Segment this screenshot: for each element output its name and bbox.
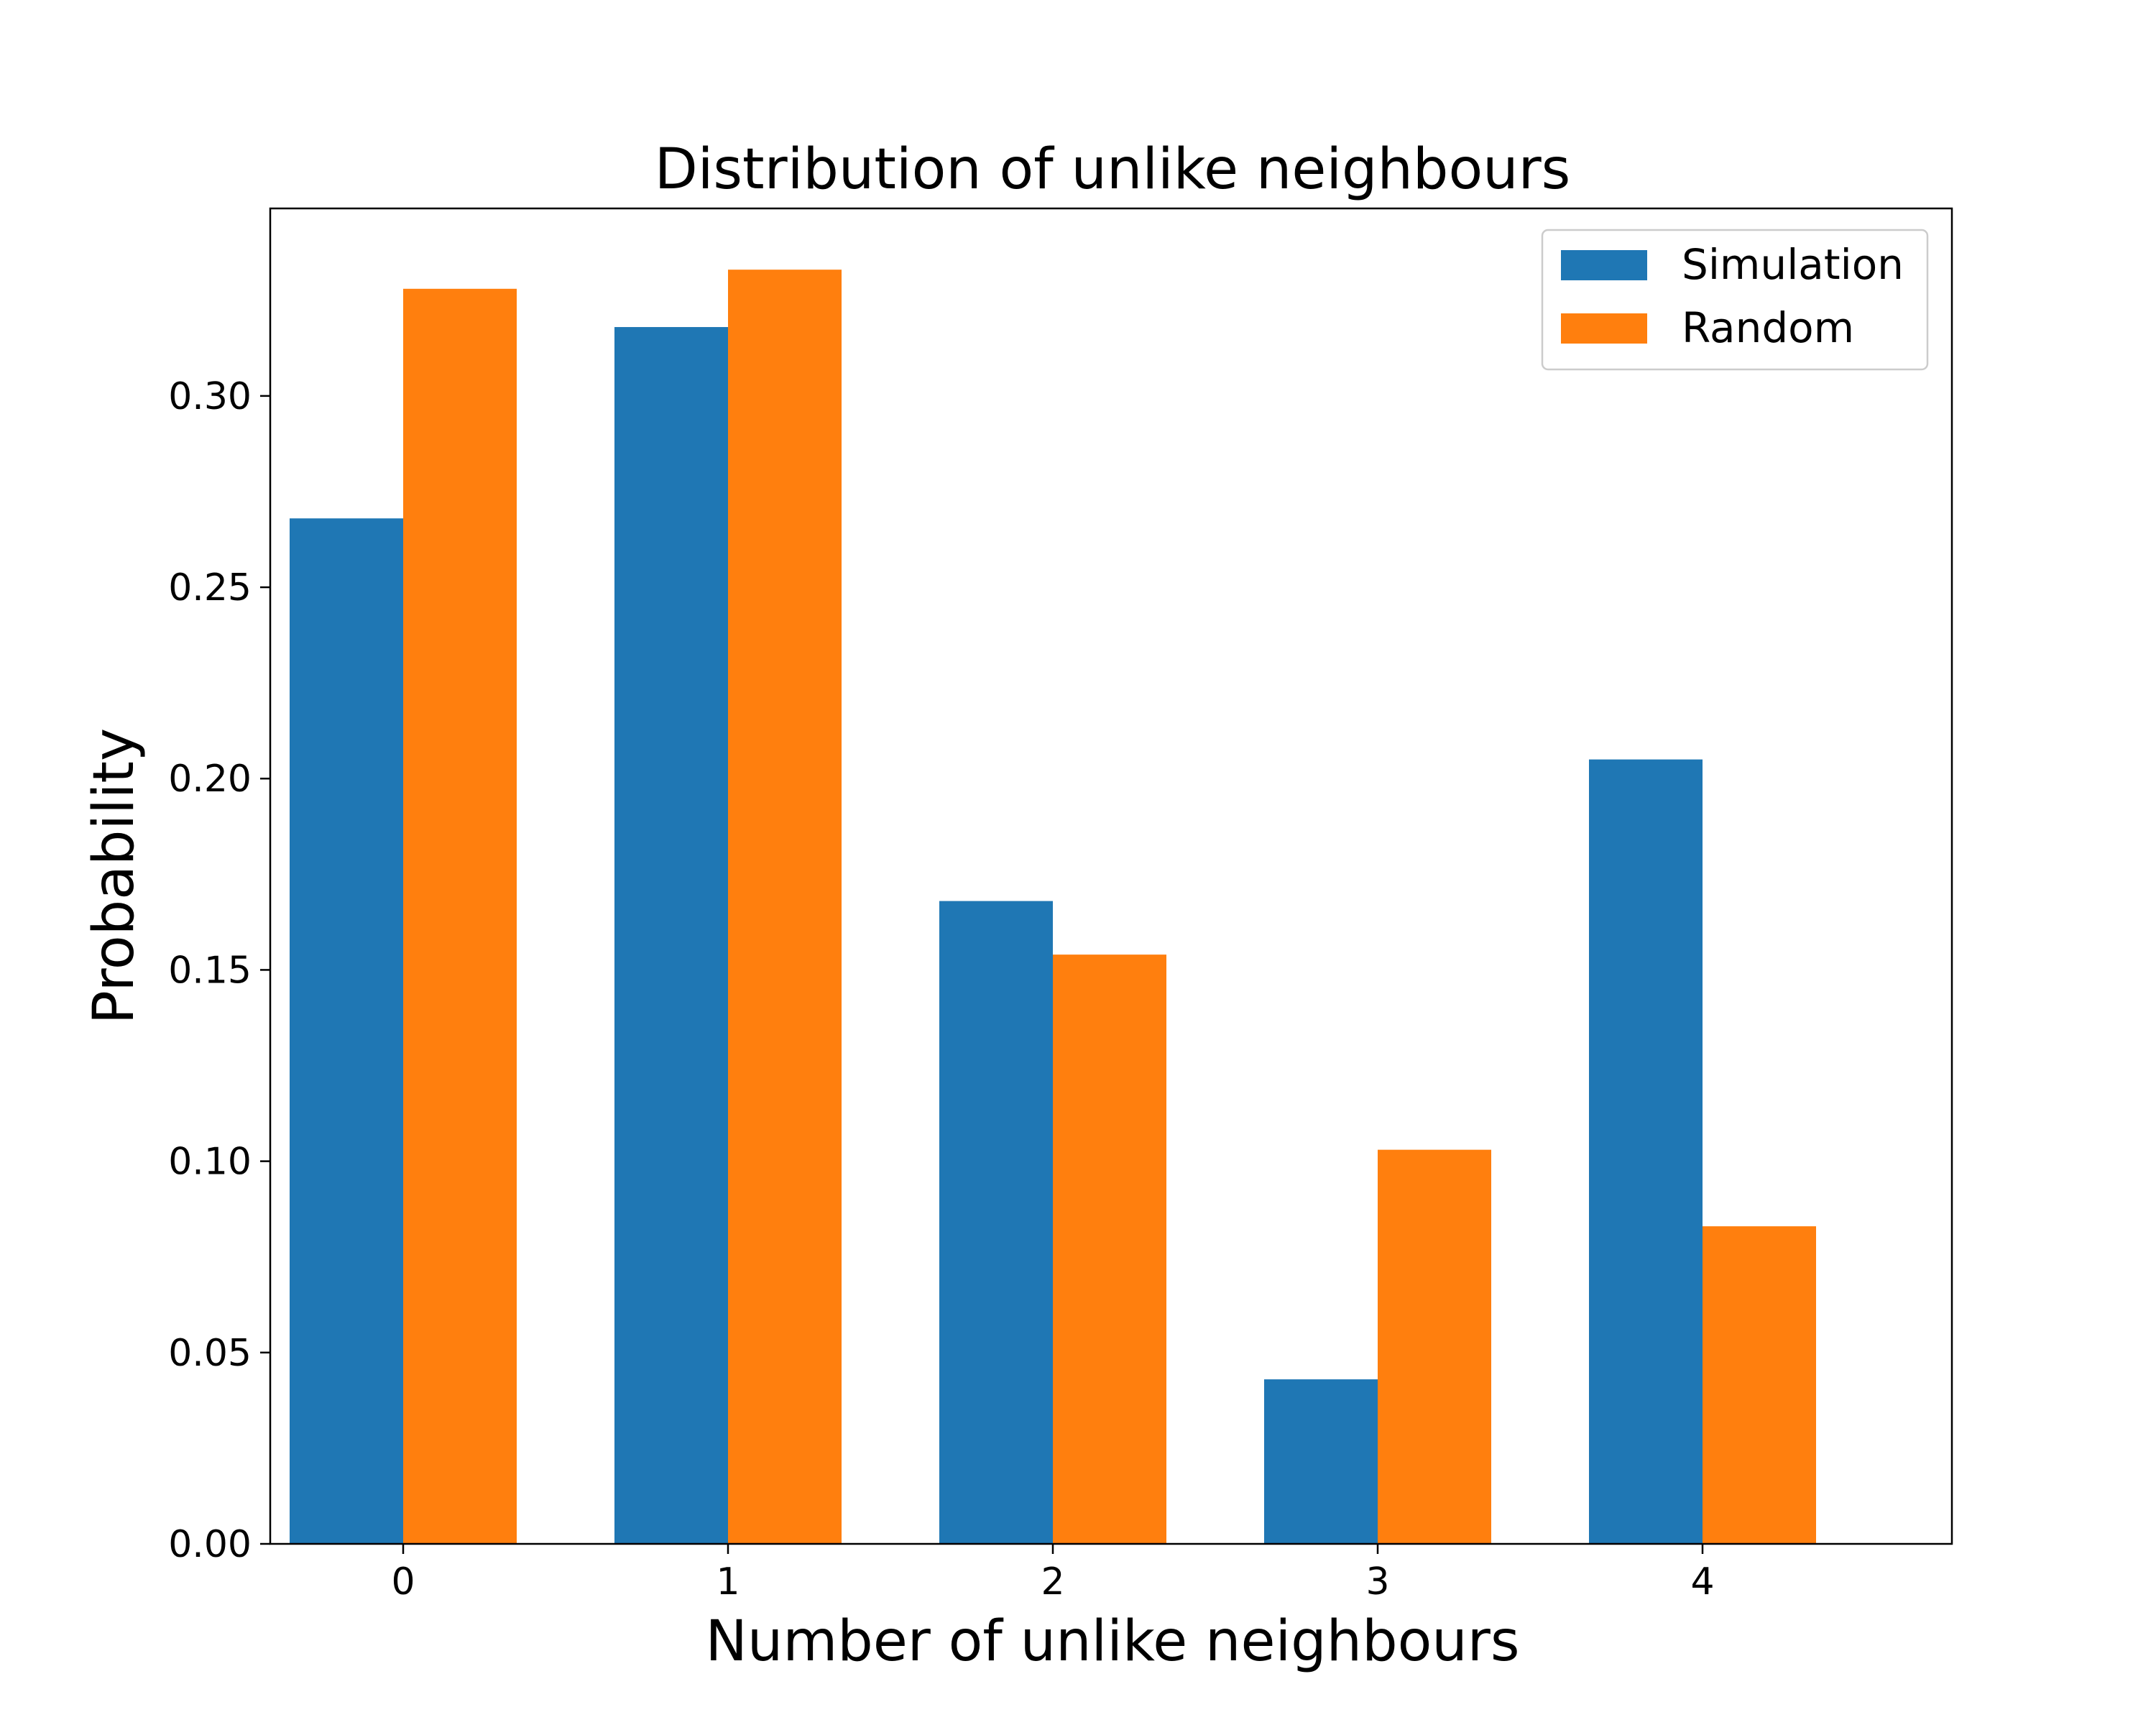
y-tick-label-0.05: 0.05 xyxy=(168,1332,252,1375)
x-axis-ticks: 0 1 2 3 4 xyxy=(391,1544,1715,1604)
y-tick-label-0.20: 0.20 xyxy=(168,758,252,801)
bar-random-3 xyxy=(1378,1149,1491,1544)
bar-simulation-4 xyxy=(1589,759,1703,1544)
y-axis-label: Probability xyxy=(82,728,147,1024)
bar-random-0 xyxy=(403,288,517,1544)
legend-label-simulation: Simulation xyxy=(1682,240,1904,289)
bar-simulation-2 xyxy=(939,901,1053,1544)
bar-simulation-1 xyxy=(614,327,728,1545)
x-tick-label-0: 0 xyxy=(391,1560,415,1604)
chart-title: Distribution of unlike neighbours xyxy=(655,137,1571,202)
plot-area-frame xyxy=(269,207,1953,1545)
bars-group xyxy=(290,270,1816,1545)
legend-swatch-simulation xyxy=(1561,250,1647,280)
y-axis-ticks: 0.00 0.05 0.10 0.15 0.20 0.25 0.30 xyxy=(168,375,270,1566)
bar-random-4 xyxy=(1703,1226,1816,1544)
legend: Simulation Random xyxy=(1541,229,1929,371)
y-tick-label-0.10: 0.10 xyxy=(168,1141,252,1184)
bar-random-2 xyxy=(1053,954,1166,1544)
y-tick-label-0.30: 0.30 xyxy=(168,375,252,418)
x-tick-label-3: 3 xyxy=(1365,1560,1389,1604)
bar-simulation-3 xyxy=(1264,1379,1378,1544)
y-tick-label-0.15: 0.15 xyxy=(168,949,252,992)
legend-label-random: Random xyxy=(1682,303,1854,352)
y-tick-label-0.25: 0.25 xyxy=(168,566,252,610)
x-tick-label-4: 4 xyxy=(1690,1560,1714,1604)
bar-simulation-0 xyxy=(290,518,403,1545)
y-tick-label-0.00: 0.00 xyxy=(168,1523,252,1566)
legend-swatch-random xyxy=(1561,313,1647,344)
bar-random-1 xyxy=(728,270,842,1544)
x-tick-label-1: 1 xyxy=(716,1560,740,1604)
x-tick-label-2: 2 xyxy=(1041,1560,1064,1604)
x-axis-label: Number of unlike neighbours xyxy=(706,1609,1520,1674)
